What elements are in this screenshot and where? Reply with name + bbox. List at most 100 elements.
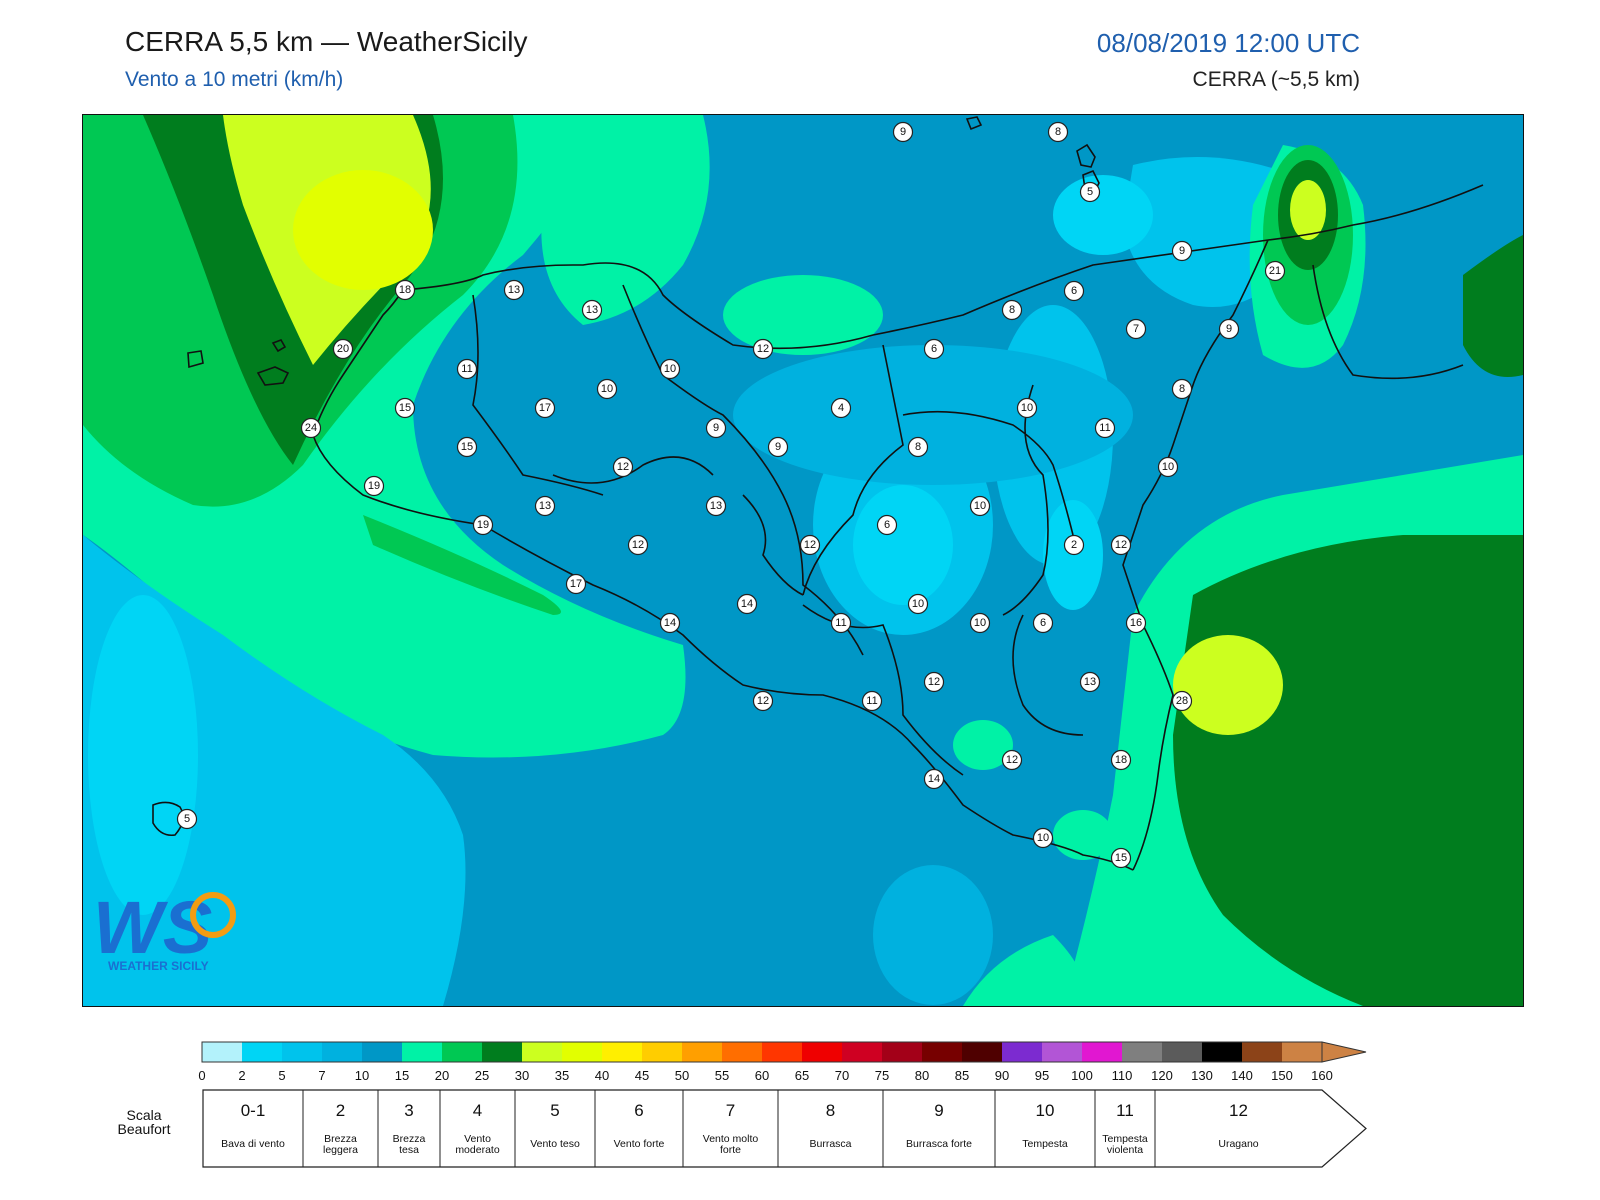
station-marker[interactable]: 17	[565, 573, 587, 595]
station-marker[interactable]: 10	[596, 378, 618, 400]
station-marker[interactable]: 14	[659, 612, 681, 634]
colorbar-tick-label: 20	[435, 1068, 449, 1083]
station-marker[interactable]: 6	[876, 514, 898, 536]
station-marker[interactable]: 13	[534, 495, 556, 517]
colorbar-tick-label: 150	[1271, 1068, 1293, 1083]
station-marker[interactable]: 15	[394, 397, 416, 419]
station-value: 13	[710, 500, 722, 512]
station-marker[interactable]: 20	[332, 338, 354, 360]
beaufort-number: 6	[634, 1101, 643, 1120]
colorbar-segment	[202, 1042, 243, 1062]
station-marker[interactable]: 12	[752, 338, 774, 360]
colorbar-segment	[362, 1042, 403, 1062]
station-marker[interactable]: 11	[456, 358, 478, 380]
station-value: 10	[601, 383, 613, 395]
station-marker[interactable]: 13	[1079, 671, 1101, 693]
forecast-datetime: 08/08/2019 12:00 UTC	[1096, 28, 1360, 58]
station-value: 10	[974, 500, 986, 512]
beaufort-level: 11 Tempesta violenta	[1102, 1101, 1148, 1156]
station-marker[interactable]: 13	[581, 299, 603, 321]
station-marker[interactable]: 12	[752, 690, 774, 712]
station-value: 8	[1179, 383, 1185, 395]
station-marker[interactable]: 18	[1110, 749, 1132, 771]
station-marker[interactable]: 12	[1001, 749, 1023, 771]
station-marker[interactable]: 8	[1171, 378, 1193, 400]
station-value: 2	[1071, 539, 1077, 551]
weather-logo: WS WEATHER SICILY	[93, 886, 236, 973]
wind-speed-legend: 0 2 5 7 10 15 20 25 30 35 40 45 50 55 60 65 70 75 80 85 90 95…	[198, 1041, 1367, 1168]
station-marker[interactable]: 16	[1125, 612, 1147, 634]
station-marker[interactable]: 17	[534, 397, 556, 419]
beaufort-description: Tempesta violenta	[1102, 1133, 1148, 1156]
colorbar-tick-label: 140	[1231, 1068, 1253, 1083]
logo-text: WEATHER SICILY	[108, 959, 209, 973]
colorbar-tick-label: 90	[995, 1068, 1009, 1083]
station-marker[interactable]: 10	[659, 358, 681, 380]
beaufort-number: 3	[404, 1101, 413, 1120]
station-marker[interactable]: 28	[1171, 690, 1193, 712]
colorbar-segment	[962, 1042, 1003, 1062]
station-value: 6	[1071, 285, 1077, 297]
station-marker[interactable]: 8	[1001, 299, 1023, 321]
beaufort-description: Vento forte	[614, 1138, 665, 1150]
station-marker[interactable]: 19	[472, 514, 494, 536]
station-marker[interactable]: 8	[907, 436, 929, 458]
station-marker[interactable]: 18	[394, 279, 416, 301]
station-value: 15	[1115, 852, 1127, 864]
station-marker[interactable]: 9	[767, 436, 789, 458]
station-marker[interactable]: 6	[923, 338, 945, 360]
station-marker[interactable]: 9	[892, 121, 914, 143]
station-value: 17	[539, 402, 551, 414]
station-marker[interactable]: 11	[1094, 417, 1116, 439]
station-marker[interactable]: 21	[1264, 260, 1286, 282]
station-marker[interactable]: 13	[705, 495, 727, 517]
station-marker[interactable]: 10	[1032, 827, 1054, 849]
station-marker[interactable]: 7	[1125, 318, 1147, 340]
beaufort-number: 7	[726, 1101, 735, 1120]
colorbar-segment	[1042, 1042, 1083, 1062]
logo-sun-icon	[190, 892, 236, 938]
station-marker[interactable]: 12	[923, 671, 945, 693]
station-marker[interactable]: 10	[1016, 397, 1038, 419]
station-marker[interactable]: 11	[830, 612, 852, 634]
station-marker[interactable]: 6	[1063, 280, 1085, 302]
station-marker[interactable]: 10	[969, 495, 991, 517]
station-marker[interactable]: 5	[176, 808, 198, 830]
station-marker[interactable]: 14	[923, 768, 945, 790]
colorbar-segment	[322, 1042, 363, 1062]
station-value: 14	[664, 617, 676, 629]
beaufort-description: Tempesta	[1022, 1138, 1068, 1150]
station-marker[interactable]: 12	[1110, 534, 1132, 556]
station-marker[interactable]: 8	[1047, 121, 1069, 143]
station-value: 9	[1179, 245, 1185, 257]
station-value: 11	[866, 695, 877, 707]
station-marker[interactable]: 15	[456, 436, 478, 458]
station-value: 12	[757, 695, 769, 707]
station-marker[interactable]: 12	[612, 456, 634, 478]
station-marker[interactable]: 9	[1218, 318, 1240, 340]
station-marker[interactable]: 9	[1171, 240, 1193, 262]
map-title: CERRA 5,5 km — WeatherSicily	[125, 26, 528, 57]
station-marker[interactable]: 15	[1110, 847, 1132, 869]
colorbar-tick-label: 85	[955, 1068, 969, 1083]
station-marker[interactable]: 10	[907, 593, 929, 615]
station-marker[interactable]: 2	[1063, 534, 1085, 556]
beaufort-scale: 0-1 Bava di vento 2 Brezza leggera 3 Brezza tes…	[202, 1089, 1367, 1168]
colorbar-tick-label: 110	[1112, 1068, 1133, 1083]
station-marker[interactable]: 5	[1079, 181, 1101, 203]
colorbar-segment	[1242, 1042, 1283, 1062]
station-marker[interactable]: 11	[861, 690, 883, 712]
station-marker[interactable]: 24	[300, 417, 322, 439]
station-marker[interactable]: 12	[799, 534, 821, 556]
station-value: 10	[974, 617, 986, 629]
station-marker[interactable]: 14	[736, 593, 758, 615]
station-marker[interactable]: 13	[503, 279, 525, 301]
station-marker[interactable]: 12	[627, 534, 649, 556]
station-marker[interactable]: 9	[705, 417, 727, 439]
station-marker[interactable]: 10	[969, 612, 991, 634]
station-marker[interactable]: 4	[830, 397, 852, 419]
station-marker[interactable]: 6	[1032, 612, 1054, 634]
station-marker[interactable]: 10	[1157, 456, 1179, 478]
beaufort-scale-title: Scala Beaufort	[117, 1107, 171, 1137]
station-marker[interactable]: 19	[363, 475, 385, 497]
